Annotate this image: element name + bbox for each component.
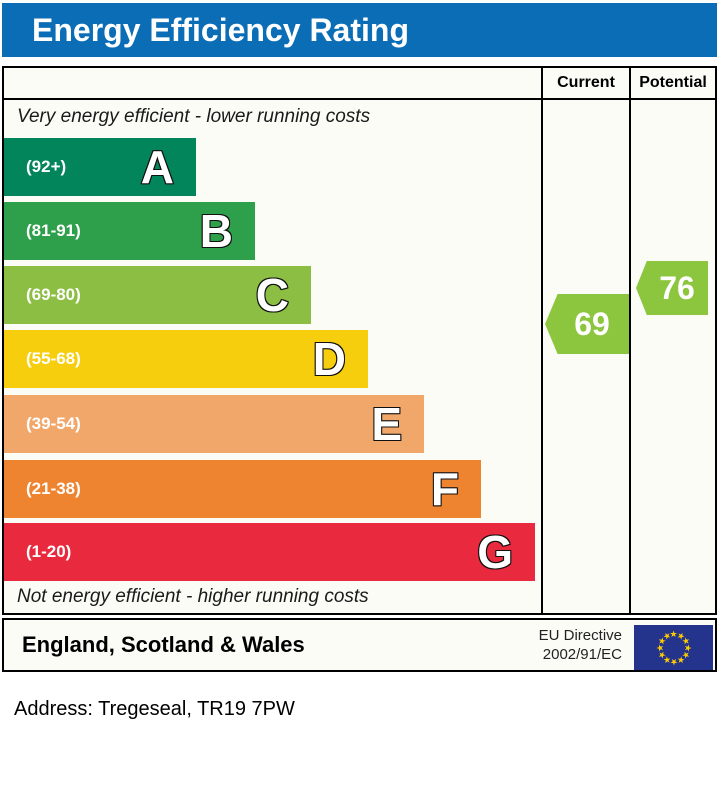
eu-directive-line2: 2002/91/EC [542,646,622,663]
band-bar-a: (92+) A [4,138,196,196]
potential-column-header: Potential [639,74,707,91]
band-bar-b: (81-91) B [4,202,255,260]
band-letter: A [140,141,175,193]
eu-directive-label: EU Directive 2002/91/EC [539,626,622,664]
header-divider [4,98,715,100]
chart-footer: England, Scotland & Wales EU Directive 2… [2,618,717,672]
band-letter: C [255,269,290,321]
band-letter: B [199,205,234,257]
band-bar-f: (21-38) F [4,460,481,518]
band-range-label: (1-20) [26,542,72,561]
band-letter: E [370,398,403,450]
band-range-label: (92+) [26,157,67,176]
band-letter: G [476,526,514,578]
band-bar-d: (55-68) D [4,330,368,388]
band-bar-e: (39-54) E [4,395,424,453]
band-bar-c: (69-80) C [4,266,311,324]
band-range-label: (39-54) [26,414,81,433]
address-line: Address: Tregeseal, TR19 7PW [14,698,295,720]
eu-flag-icon [634,625,713,670]
caption-not-efficient: Not energy efficient - higher running co… [17,586,369,607]
potential-column-divider [629,68,631,613]
current-rating-marker: 69 [545,294,629,354]
band-letter: D [312,333,347,385]
band-range-label: (21-38) [26,479,81,498]
current-column-header: Current [557,74,615,91]
current-column-divider [541,68,543,613]
caption-very-efficient: Very energy efficient - lower running co… [17,106,371,127]
eu-directive-line1: EU Directive [538,627,622,644]
page-title: Energy Efficiency Rating [2,3,717,57]
band-letter: F [430,463,460,515]
band-range-label: (69-80) [26,285,81,304]
region-label: England, Scotland & Wales [22,632,305,657]
band-range-label: (81-91) [26,221,81,240]
potential-rating-marker: 76 [636,261,708,315]
band-range-label: (55-68) [26,349,81,368]
band-bar-g: (1-20) G [4,523,535,581]
